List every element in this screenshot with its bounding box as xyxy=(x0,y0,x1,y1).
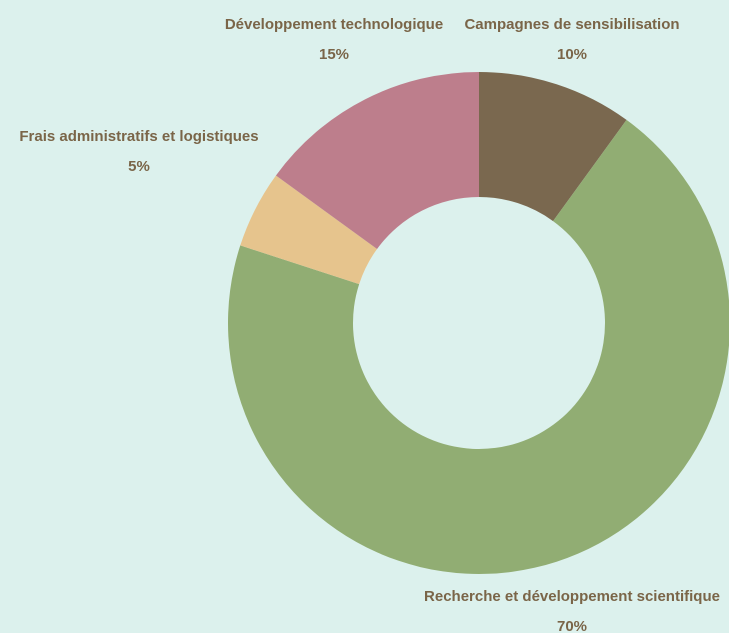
slice-value-label: 70% xyxy=(557,618,587,633)
donut-slice xyxy=(479,72,627,222)
slice-label: Frais administratifs et logistiques xyxy=(19,128,258,145)
slice-label: Développement technologique xyxy=(225,16,443,33)
slice-value-label: 15% xyxy=(319,46,349,63)
slice-value-label: 10% xyxy=(557,46,587,63)
donut-slice xyxy=(240,175,378,285)
slice-label: Campagnes de sensibilisation xyxy=(464,16,679,33)
slice-label: Recherche et développement scientifique xyxy=(424,588,720,605)
slice-value-label: 5% xyxy=(128,158,150,175)
donut-slice xyxy=(228,119,729,575)
donut-slice xyxy=(275,72,479,249)
